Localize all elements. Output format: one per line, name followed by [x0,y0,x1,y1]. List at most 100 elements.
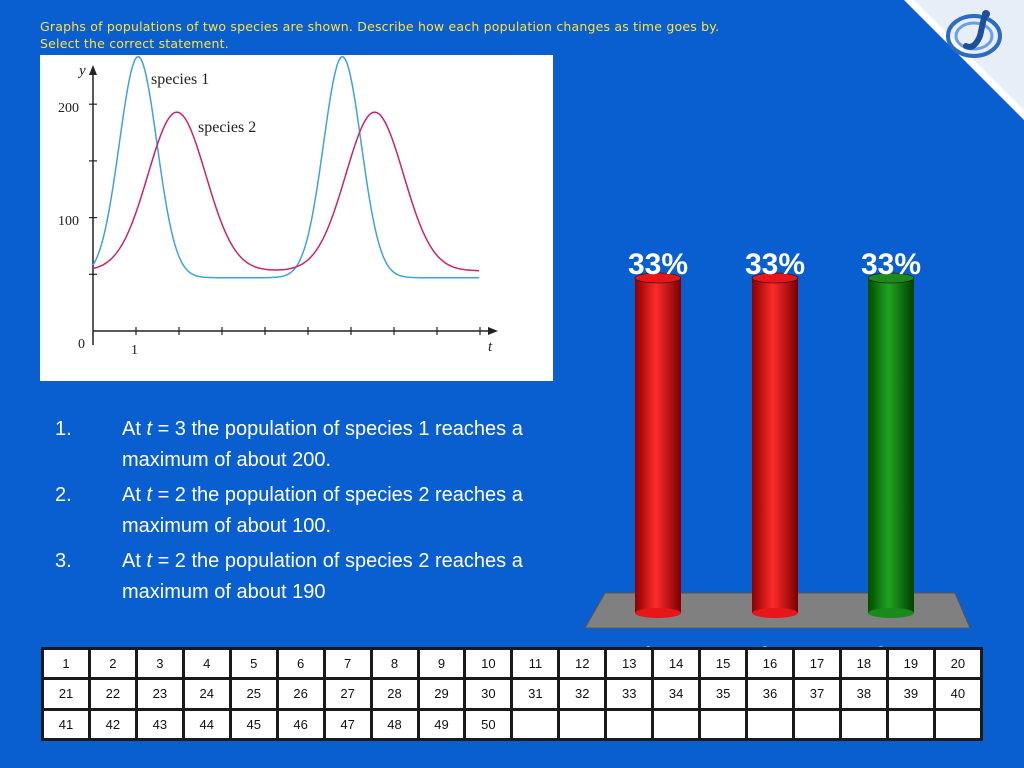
keypad-cell-47[interactable]: 47 [322,707,373,742]
answer-text-pre: At [122,418,147,440]
keypad-cell-35[interactable]: 35 [698,677,749,711]
answer-text-post: = 2 the population of species 2 reaches … [122,550,523,603]
keypad-cell-31[interactable]: 31 [510,677,561,711]
answer-text-pre: At [122,550,147,572]
x-tick-label-1: 1 [131,343,138,358]
keypad-cell-13[interactable]: 13 [604,646,655,681]
x-axis-arrow [488,327,498,335]
y-axis-arrow [89,65,97,75]
keypad-cell-39[interactable]: 39 [885,677,936,711]
y-tick-label-100: 100 [58,214,79,229]
keypad-cell-46[interactable]: 46 [275,707,326,742]
bar-cap [751,272,799,284]
data-label-1: 33% [628,248,688,281]
keypad-cell-49[interactable]: 49 [416,707,467,742]
keypad-cell-20[interactable]: 20 [932,646,984,681]
answer-option-1[interactable]: 1. At t = 3 the population of species 1 … [55,414,545,476]
keypad-cell-5[interactable]: 5 [228,646,279,681]
answer-text-post: = 2 the population of species 2 reaches … [122,484,523,537]
answer-number: 3. [55,550,72,572]
series-label-species-2: species 2 [198,119,256,136]
bar-base [868,608,914,618]
keypad-cell-21[interactable]: 21 [41,677,91,711]
y-tick-marks [89,103,97,275]
keypad-cell-38[interactable]: 38 [838,677,889,711]
keypad-cell-22[interactable]: 22 [87,677,138,711]
keypad-cell-28[interactable]: 28 [369,677,420,711]
keypad-cell-8[interactable]: 8 [369,646,420,681]
data-label-2: 33% [745,248,805,281]
question-text: Graphs of populations of two species are… [40,18,920,52]
keypad-cell-empty [792,707,842,742]
question-line-2: Select the correct statement. [40,36,229,51]
keypad-cell-10[interactable]: 10 [463,646,514,681]
keypad-cell-1[interactable]: 1 [41,646,91,681]
y-tick-label-0: 0 [78,337,85,352]
series-line-species-2 [92,111,480,272]
x-axis-label: t [488,339,493,355]
bar-base [635,608,681,618]
answer-text-post: = 3 the population of species 1 reaches … [122,418,523,471]
keypad-cell-48[interactable]: 48 [369,707,420,742]
bar-1 [634,272,682,618]
bar-body [635,278,681,613]
keypad-cell-empty [838,707,889,742]
bar-cap [634,272,682,284]
answer-option-3[interactable]: 3. At t = 2 the population of species 2 … [55,546,545,608]
keypad-cell-17[interactable]: 17 [792,646,842,681]
keypad-row: 41 42 43 44 45 46 47 48 49 50 [41,707,984,742]
keypad-cell-30[interactable]: 30 [463,677,514,711]
keypad-cell-3[interactable]: 3 [134,646,185,681]
keypad-cell-7[interactable]: 7 [322,646,373,681]
keypad-cell-empty [557,707,608,742]
answer-option-2[interactable]: 2. At t = 2 the population of species 2 … [55,480,545,542]
keypad-cell-19[interactable]: 19 [885,646,936,681]
population-graph: y t 200 100 0 1 species 1 species 2 [40,55,553,381]
data-label-3: 33% [861,248,921,281]
answer-number: 2. [55,484,72,506]
logo-icon [946,10,1002,58]
keypad-cell-9[interactable]: 9 [416,646,467,681]
keypad-cell-16[interactable]: 16 [745,646,795,681]
keypad-cell-23[interactable]: 23 [134,677,185,711]
bar-3 [867,272,915,618]
keypad-cell-40[interactable]: 40 [932,677,984,711]
answer-options: 1. At t = 3 the population of species 1 … [55,414,545,612]
keypad-cell-24[interactable]: 24 [181,677,232,711]
bar-2 [751,272,799,618]
x-tick-marks [135,327,481,335]
keypad-cell-empty [885,707,936,742]
keypad-cell-15[interactable]: 15 [698,646,749,681]
keypad-cell-14[interactable]: 14 [651,646,702,681]
keypad-cell-empty [510,707,561,742]
keypad-cell-27[interactable]: 27 [322,677,373,711]
keypad-cell-empty [745,707,795,742]
keypad-cell-26[interactable]: 26 [275,677,326,711]
keypad-cell-41[interactable]: 41 [41,707,91,742]
response-keypad: 1 2 3 4 5 6 7 8 9 10 11 12 13 14 15 16 17 18 19 20 21 22 23 24 2… [41,646,984,742]
bar-body [752,278,798,613]
keypad-cell-2[interactable]: 2 [87,646,138,681]
answer-variable: t [146,418,153,440]
keypad-cell-34[interactable]: 34 [651,677,702,711]
answer-number: 1. [55,418,72,440]
bar-cap [867,272,915,284]
answer-text-pre: At [122,484,147,506]
keypad-cell-29[interactable]: 29 [416,677,467,711]
keypad-cell-36[interactable]: 36 [745,677,795,711]
keypad-cell-37[interactable]: 37 [792,677,842,711]
keypad-cell-45[interactable]: 45 [228,707,279,742]
keypad-row: 21 22 23 24 25 26 27 28 29 30 31 32 33 34 35 36 37 38 39 40 [41,677,984,711]
keypad-cell-32[interactable]: 32 [557,677,608,711]
keypad-cell-50[interactable]: 50 [463,707,514,742]
keypad-cell-4[interactable]: 4 [181,646,232,681]
keypad-cell-6[interactable]: 6 [275,646,326,681]
keypad-cell-12[interactable]: 12 [557,646,608,681]
keypad-cell-44[interactable]: 44 [181,707,232,742]
keypad-cell-42[interactable]: 42 [87,707,138,742]
keypad-cell-33[interactable]: 33 [604,677,655,711]
keypad-cell-11[interactable]: 11 [510,646,561,681]
keypad-cell-25[interactable]: 25 [228,677,279,711]
keypad-cell-18[interactable]: 18 [838,646,889,681]
keypad-cell-43[interactable]: 43 [134,707,185,742]
